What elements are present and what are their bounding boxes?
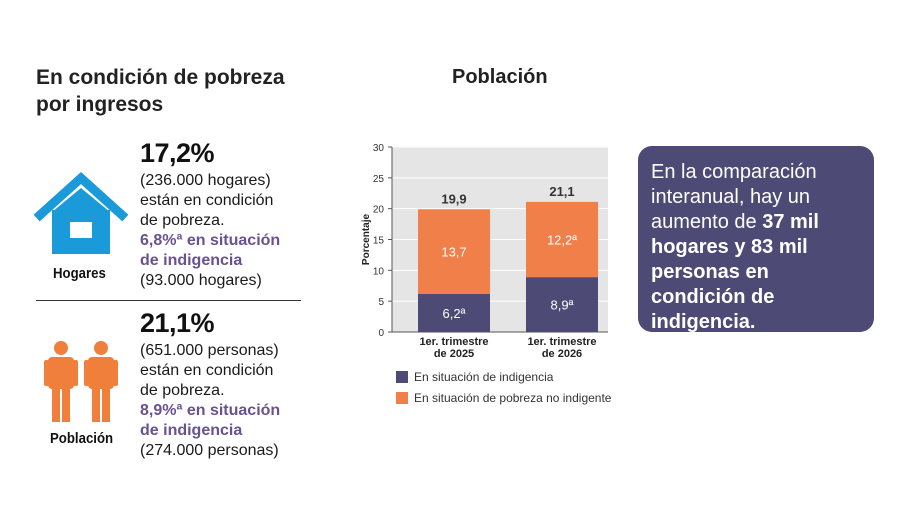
bar-data-label: 8,9ª (551, 298, 574, 313)
legend-swatch-pobreza (396, 392, 408, 404)
hogares-icon-label: Hogares (53, 265, 106, 282)
poblacion-icon-label: Población (50, 430, 114, 447)
legend-label-indigencia: En situación de indigencia (414, 370, 554, 384)
chart-legend: En situación de indigencia En situación … (396, 370, 611, 405)
bar-total-label: 21,1 (549, 184, 574, 199)
hogares-indig2: de indigencia (140, 252, 243, 269)
chart-title: Población (452, 66, 548, 88)
hogares-indig1: 6,8%ª en situación (140, 232, 281, 249)
x-tick-label: 1er. trimestre (419, 336, 488, 348)
x-tick-label: 1er. trimestre (527, 336, 596, 348)
left-title-line1: En condición de pobreza (36, 66, 285, 89)
x-tick-label: de 2025 (434, 348, 474, 360)
poblacion-line4: (274.000 personas) (140, 442, 279, 459)
bar-data-label: 12,2ª (547, 233, 577, 248)
poblacion-indig2: de indigencia (140, 422, 243, 439)
left-title-line2: por ingresos (36, 93, 164, 116)
legend-item-indigencia: En situación de indigencia (396, 370, 611, 384)
left-title: En condición de pobreza por ingresos (36, 64, 285, 118)
y-tick-label: 30 (373, 143, 385, 154)
bar-segment (418, 293, 490, 332)
bar-data-label: 13,7 (441, 245, 466, 260)
hogares-line1: (236.000 hogares) (140, 172, 271, 189)
people-icon (44, 341, 118, 422)
poblacion-line2: están en condición (140, 362, 274, 379)
poblacion-line3: de pobreza. (140, 382, 225, 399)
house-icon (34, 171, 128, 254)
legend-swatch-indigencia (396, 371, 408, 383)
callout-text: En la comparación interanual, hay un aum… (651, 161, 817, 233)
y-tick-label: 5 (378, 297, 384, 308)
hogares-line4: (93.000 hogares) (140, 272, 262, 289)
callout-bold-text: 37 mil hogares y 83 mil personas en cond… (651, 211, 819, 333)
bar-segment (526, 277, 598, 332)
y-tick-label: 15 (373, 236, 385, 247)
x-tick-label: de 2026 (542, 348, 582, 360)
y-tick-label: 0 (378, 328, 384, 339)
y-tick-label: 20 (373, 205, 385, 216)
hogares-line3: de pobreza. (140, 212, 225, 229)
poblacion-block: 21,1% (651.000 personas) están en condic… (140, 308, 280, 461)
bar-total-label: 19,9 (441, 191, 466, 206)
hogares-pct: 17,2% (140, 138, 215, 168)
bar-data-label: 6,2ª (443, 306, 466, 321)
poblacion-pct: 21,1% (140, 308, 215, 338)
hogares-block: 17,2% (236.000 hogares) están en condici… (140, 138, 280, 291)
section-divider (36, 300, 301, 301)
legend-label-pobreza: En situación de pobreza no indigente (414, 391, 612, 405)
y-tick-label: 25 (373, 174, 385, 185)
bar-segment (418, 209, 490, 294)
callout-box: En la comparación interanual, hay un aum… (638, 146, 874, 333)
bar-segment (526, 201, 598, 278)
y-axis-label: Porcentaje (361, 213, 372, 265)
stacked-bar-chart: 0 5 10 15 20 25 30 Porcentaje 6,2ª 13,7 19,9 1er. t… (361, 143, 608, 360)
hogares-line2: están en condición (140, 192, 274, 209)
legend-item-pobreza: En situación de pobreza no indigente (396, 391, 611, 405)
y-tick-label: 10 (373, 266, 385, 277)
poblacion-line1: (651.000 personas) (140, 342, 279, 359)
poblacion-indig1: 8,9%ª en situación (140, 402, 281, 419)
